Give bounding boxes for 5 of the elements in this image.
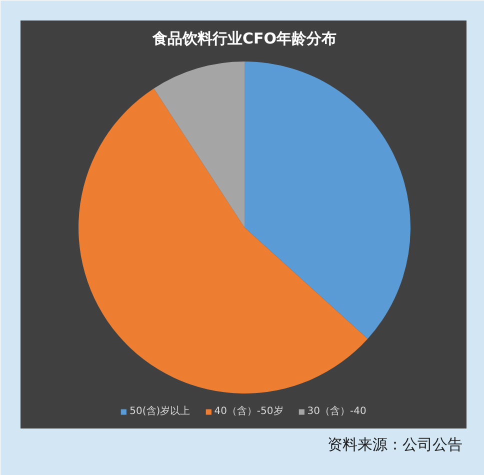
legend-label: 40（含）-50岁: [214, 404, 284, 418]
legend-label: 50(含)岁以上: [130, 404, 190, 418]
text: 资料来源：公司公告: [328, 436, 462, 454]
legend-label: 30（含）-40: [307, 404, 366, 418]
chart-title: 食品饮料行业CFO年龄分布: [151, 30, 337, 48]
